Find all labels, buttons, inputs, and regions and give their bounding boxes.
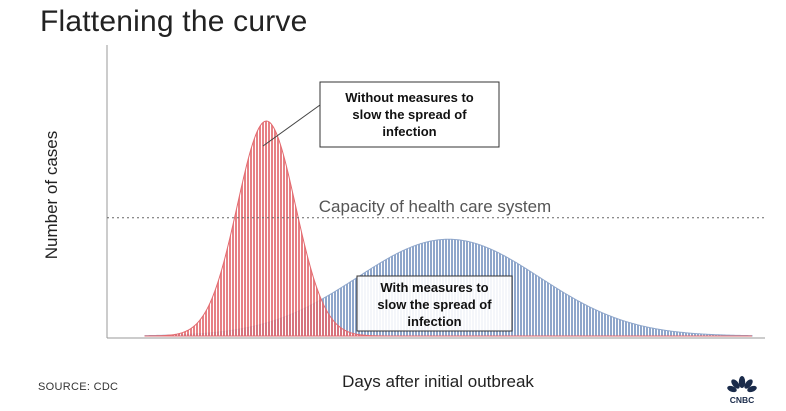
chart-title: Flattening the curve (40, 5, 308, 38)
annotation-without-measures-line: Without measures to (345, 90, 474, 105)
source-note: SOURCE: CDC (38, 381, 119, 393)
annotation-with-measures-box (356, 275, 513, 332)
cnbc-logo-icon: CNBC (727, 376, 757, 405)
annotation-with-measures: With measures to slow the spread of infect… (356, 275, 513, 332)
annotation-with-measures-line: infection (407, 314, 461, 329)
y-axis-label: Number of cases (42, 130, 61, 260)
annotation-without-measures-line: slow the spread of (352, 107, 467, 122)
logo-wordmark: CNBC (730, 395, 755, 405)
annotation-with-measures-line: slow the spread of (377, 297, 492, 312)
annotation-with-measures-line: With measures to (380, 280, 488, 295)
x-axis-label: Days after initial outbreak (342, 372, 534, 391)
series-without-measures-area (144, 120, 752, 337)
annotation-without-measures-line: infection (382, 124, 436, 139)
annotation-without-measures-box (319, 81, 500, 148)
annotation-without-measures-leader (262, 104, 321, 147)
annotation-without-measures: Without measures to slow the spread of inf… (262, 81, 500, 148)
capacity-label: Capacity of health care system (319, 197, 551, 216)
